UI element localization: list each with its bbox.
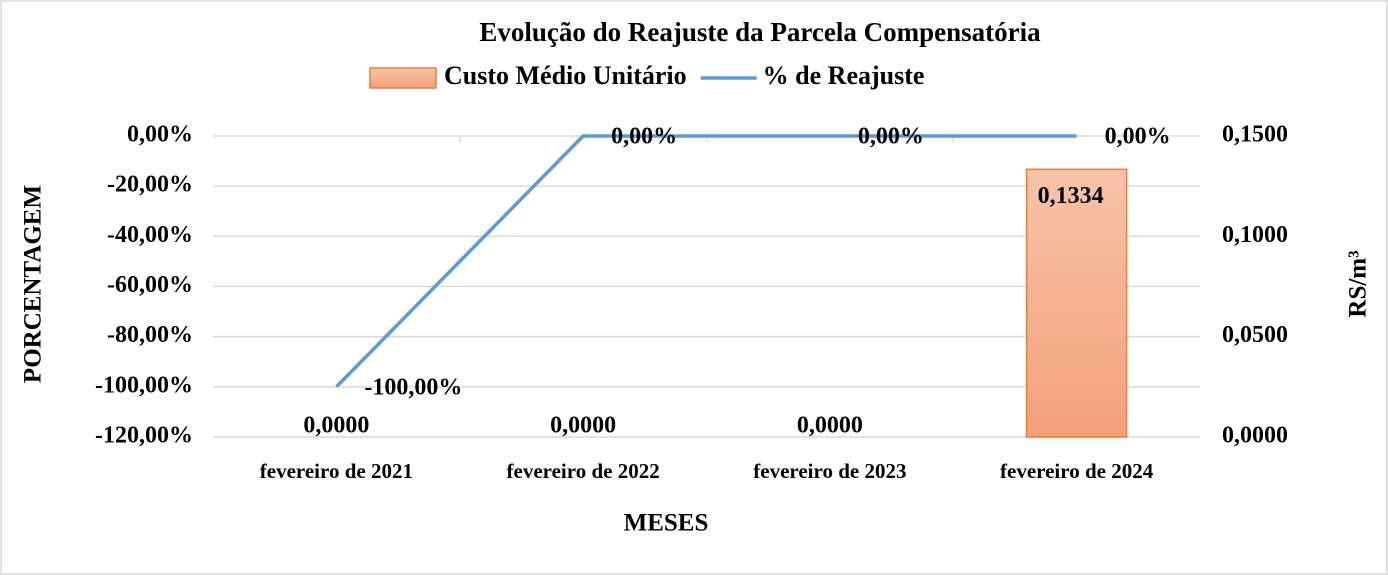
line-value-label: 0,00% bbox=[1105, 124, 1171, 150]
x-tick-label: fevereiro de 2023 bbox=[753, 459, 906, 483]
y-tick-label: 0,00% bbox=[127, 122, 193, 148]
x-axis-title: MESES bbox=[624, 510, 709, 537]
y-axis-title: PORCENTAGEM bbox=[20, 185, 47, 383]
y-tick-label: -120,00% bbox=[95, 423, 193, 449]
y2-axis-title: RS/m³ bbox=[1345, 250, 1372, 317]
chart-title: Evolução do Reajuste da Parcela Compensa… bbox=[479, 17, 1041, 47]
y-tick-label: -60,00% bbox=[107, 272, 193, 298]
line bbox=[335, 134, 1077, 389]
bar-value-label: 0,0000 bbox=[797, 413, 863, 439]
x-tick-label: fevereiro de 2024 bbox=[1000, 459, 1154, 483]
y2-tick-label: 0,0000 bbox=[1222, 423, 1288, 449]
bar-value-label: 0,0000 bbox=[303, 413, 369, 439]
line-value-label: 0,00% bbox=[858, 124, 924, 150]
bar bbox=[1025, 168, 1128, 438]
x-tick-label: fevereiro de 2022 bbox=[507, 459, 660, 483]
bar-value-label: 0,0000 bbox=[550, 413, 616, 439]
x-tick-label: fevereiro de 2021 bbox=[260, 459, 413, 483]
legend-label: % de Reajuste bbox=[763, 61, 925, 90]
bar-value-label: 0,1334 bbox=[1038, 183, 1104, 209]
y2-tick-label: 0,1500 bbox=[1222, 122, 1288, 148]
legend-swatch bbox=[369, 67, 437, 89]
legend-label: Custo Médio Unitário bbox=[444, 61, 687, 90]
line-value-label: 0,00% bbox=[611, 124, 677, 150]
y-tick-label: -20,00% bbox=[107, 172, 193, 198]
y2-tick-label: 0,0500 bbox=[1222, 322, 1288, 348]
y-tick-label: -100,00% bbox=[95, 372, 193, 398]
line-value-label: -100,00% bbox=[364, 374, 462, 400]
y-tick-label: -80,00% bbox=[107, 322, 193, 348]
y2-tick-label: 0,1000 bbox=[1222, 222, 1288, 248]
y-tick-label: -40,00% bbox=[107, 222, 193, 248]
